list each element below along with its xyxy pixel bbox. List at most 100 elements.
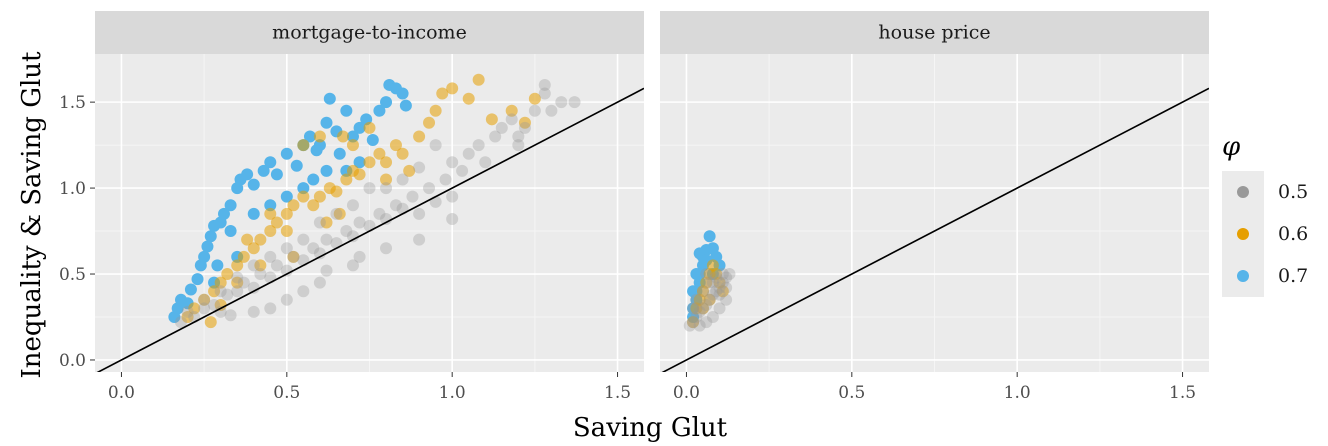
data-point bbox=[683, 319, 696, 332]
data-point bbox=[264, 156, 277, 169]
data-point bbox=[181, 310, 194, 323]
data-point bbox=[320, 264, 333, 277]
data-point bbox=[693, 319, 706, 332]
data-point bbox=[472, 73, 485, 86]
data-point bbox=[380, 96, 393, 109]
data-point bbox=[687, 316, 700, 329]
data-point bbox=[429, 195, 442, 208]
data-point bbox=[696, 302, 709, 315]
data-point bbox=[191, 273, 204, 286]
data-point bbox=[313, 216, 326, 229]
data-point bbox=[198, 302, 211, 315]
data-point bbox=[446, 213, 459, 226]
data-point bbox=[224, 225, 237, 238]
data-point bbox=[264, 271, 277, 284]
data-point bbox=[217, 207, 230, 220]
x-tick-label: 1.0 bbox=[1004, 383, 1031, 403]
data-point bbox=[353, 250, 366, 263]
data-point bbox=[313, 139, 326, 152]
data-point bbox=[280, 190, 293, 203]
data-point bbox=[703, 293, 716, 306]
data-point bbox=[373, 147, 386, 160]
points-layer bbox=[683, 230, 736, 332]
data-point bbox=[270, 216, 283, 229]
y-tick-label: 1.0 bbox=[59, 179, 86, 199]
data-point bbox=[204, 230, 217, 243]
y-tick-label: 0.5 bbox=[59, 265, 86, 285]
legend-key-0.5 bbox=[1237, 186, 1249, 198]
data-point bbox=[687, 316, 700, 329]
data-point bbox=[214, 305, 227, 318]
data-point bbox=[224, 309, 237, 322]
data-point bbox=[538, 87, 551, 100]
data-point bbox=[237, 276, 250, 289]
legend: φ 0.5 0.6 0.7 bbox=[1222, 132, 1308, 297]
data-point bbox=[403, 164, 416, 177]
data-point bbox=[389, 199, 402, 212]
data-point bbox=[703, 230, 716, 243]
data-point bbox=[462, 92, 475, 105]
data-point bbox=[264, 302, 277, 315]
data-point bbox=[297, 139, 310, 152]
data-point bbox=[241, 233, 254, 246]
data-point bbox=[330, 207, 343, 220]
data-point bbox=[472, 139, 485, 152]
data-point bbox=[270, 259, 283, 272]
data-point bbox=[429, 139, 442, 152]
data-point bbox=[720, 293, 733, 306]
data-point bbox=[363, 121, 376, 134]
data-point bbox=[446, 190, 459, 203]
data-point bbox=[528, 92, 541, 105]
data-point bbox=[687, 285, 700, 298]
data-point bbox=[330, 185, 343, 198]
data-point bbox=[208, 298, 221, 311]
panel-house-price: house price 0.0 0.5 1.0 1.5 bbox=[660, 11, 1209, 403]
data-point bbox=[706, 288, 719, 301]
data-point bbox=[333, 207, 346, 220]
data-point bbox=[280, 147, 293, 160]
data-point bbox=[247, 281, 260, 294]
data-point bbox=[307, 242, 320, 255]
data-point bbox=[713, 281, 726, 294]
series-0.7 bbox=[168, 78, 412, 323]
data-point bbox=[446, 82, 459, 95]
data-point bbox=[518, 116, 531, 129]
data-point bbox=[703, 276, 716, 289]
data-point bbox=[313, 247, 326, 260]
data-point bbox=[512, 130, 525, 143]
data-point bbox=[247, 259, 260, 272]
data-point bbox=[528, 104, 541, 117]
data-point bbox=[353, 156, 366, 169]
data-point bbox=[254, 233, 267, 246]
data-point bbox=[254, 259, 267, 272]
x-tick-label: 1.0 bbox=[439, 383, 466, 403]
data-point bbox=[710, 285, 723, 298]
data-point bbox=[280, 293, 293, 306]
data-point bbox=[257, 164, 270, 177]
data-point bbox=[518, 121, 531, 134]
data-point bbox=[264, 250, 277, 263]
data-point bbox=[208, 285, 221, 298]
data-point bbox=[396, 87, 409, 100]
data-point bbox=[237, 250, 250, 263]
data-point bbox=[406, 190, 419, 203]
data-point bbox=[254, 268, 267, 281]
data-point bbox=[380, 242, 393, 255]
data-point bbox=[247, 207, 260, 220]
data-point bbox=[439, 173, 452, 186]
data-point bbox=[380, 213, 393, 226]
data-point bbox=[247, 242, 260, 255]
data-point bbox=[363, 219, 376, 232]
data-point bbox=[280, 207, 293, 220]
x-tick-label: 1.5 bbox=[1169, 383, 1196, 403]
data-point bbox=[313, 130, 326, 143]
data-point bbox=[280, 264, 293, 277]
data-point bbox=[690, 268, 703, 281]
legend-label: 0.7 bbox=[1278, 265, 1308, 287]
data-point bbox=[346, 130, 359, 143]
data-point bbox=[280, 242, 293, 255]
data-point bbox=[303, 130, 316, 143]
data-point bbox=[363, 156, 376, 169]
data-point bbox=[700, 268, 713, 281]
